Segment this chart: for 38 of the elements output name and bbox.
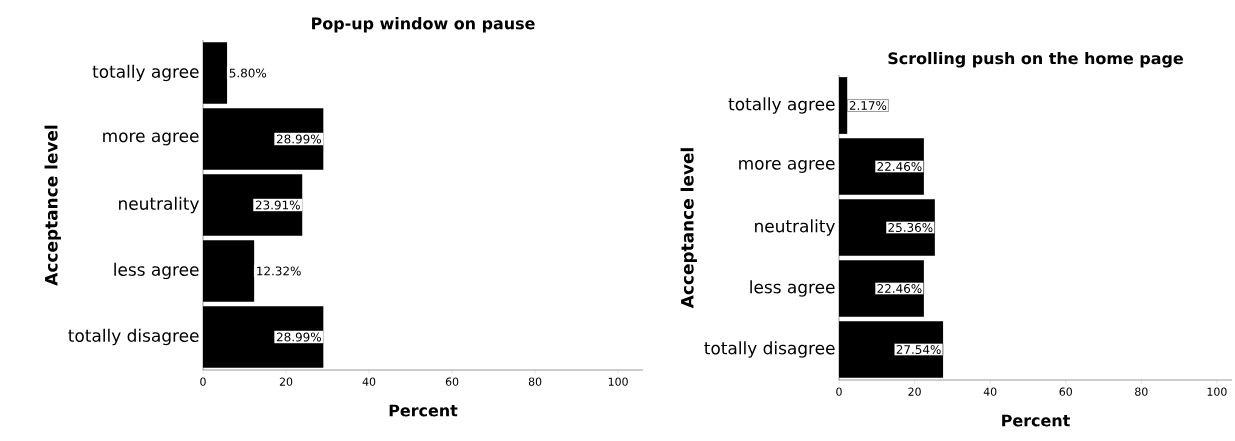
x-tick-label: 100: [608, 377, 628, 386]
y-tick-label: totally agree: [728, 97, 835, 114]
y-tick-label: totally disagree: [68, 328, 199, 346]
y-axis-title: Acceptance level: [680, 148, 697, 309]
x-tick-label: 100: [1207, 387, 1227, 396]
y-tick-label: less agree: [114, 262, 199, 280]
data-label: 22.46%: [877, 283, 922, 294]
x-tick-label: 20: [908, 387, 921, 396]
x-tick-label: 20: [279, 377, 293, 386]
y-tick-label: more agree: [739, 160, 835, 173]
x-tick-label: 40: [362, 377, 376, 386]
data-label: 25.36%: [888, 222, 933, 233]
x-axis-title: Percent: [389, 404, 458, 417]
x-tick-label: 80: [528, 377, 542, 386]
x-tick-label: 40: [983, 387, 997, 396]
data-label: 2.17%: [849, 100, 887, 111]
chart-title: Pop-up window on pause: [312, 17, 535, 33]
data-label: 22.46%: [877, 161, 922, 172]
data-label: 5.80%: [229, 68, 267, 78]
data-label: 28.99%: [276, 134, 321, 144]
x-axis-title: Percent: [1002, 414, 1070, 427]
x-tick-label: 0: [836, 387, 842, 396]
data-label: 28.99%: [276, 332, 321, 342]
y-tick-label: neutrality: [755, 219, 835, 236]
x-tick-label: 0: [200, 377, 206, 386]
data-label: 12.32%: [257, 266, 301, 276]
chart-title: Scrolling push on the home page: [888, 51, 1183, 68]
data-label: 23.91%: [255, 200, 300, 210]
y-tick-label: totally disagree: [704, 341, 835, 358]
y-axis-title: Acceptance level: [44, 125, 61, 286]
y-tick-label: neutrality: [119, 196, 199, 214]
x-tick-label: 60: [445, 377, 459, 386]
x-tick-label: 80: [1135, 387, 1148, 396]
x-tick-label: 60: [1059, 387, 1072, 396]
data-label: 27.54%: [896, 344, 941, 355]
y-tick-label: more agree: [103, 132, 199, 146]
y-tick-label: totally agree: [92, 64, 199, 82]
y-tick-label: less agree: [750, 280, 835, 297]
